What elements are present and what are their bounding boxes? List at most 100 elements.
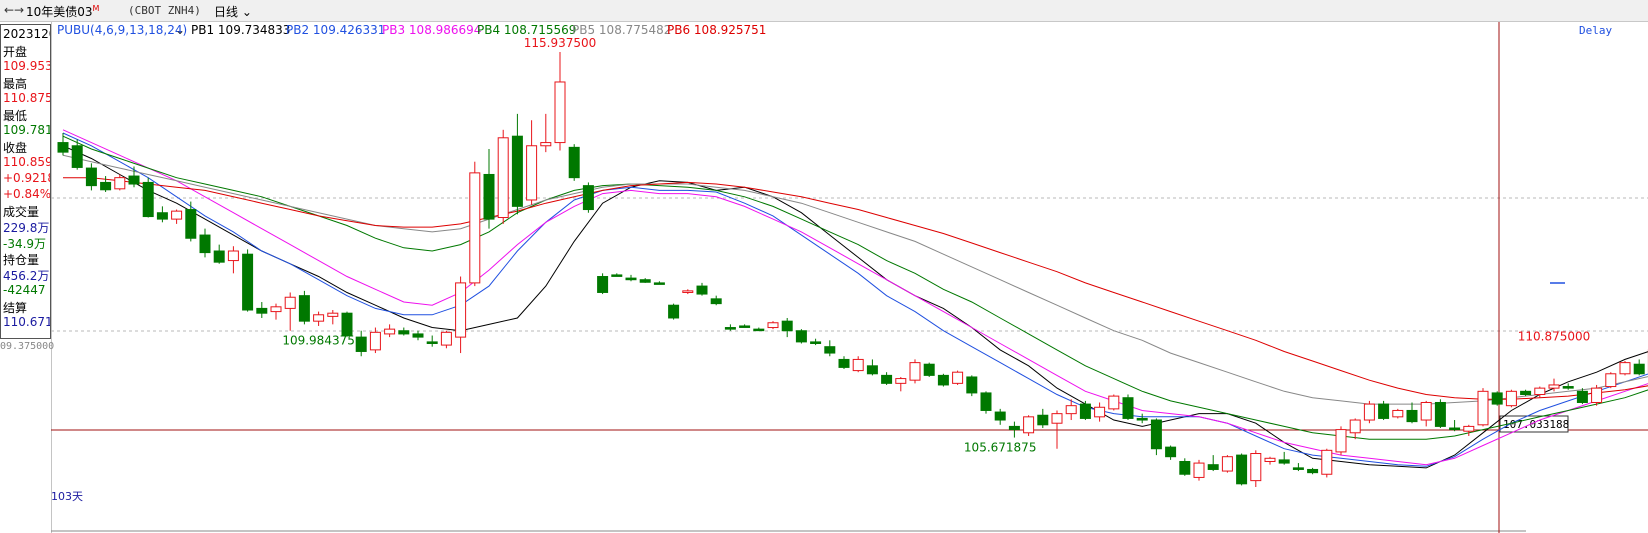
candle xyxy=(1150,418,1162,456)
legend-pb3: PB3 108.986694 xyxy=(382,23,481,37)
candle xyxy=(213,244,225,264)
candle xyxy=(994,408,1006,425)
open-label: 开盘 xyxy=(3,45,28,59)
candle-up xyxy=(952,371,964,384)
candle xyxy=(100,176,112,193)
candle xyxy=(242,249,254,312)
candles xyxy=(57,52,1648,487)
candle-up xyxy=(852,358,864,372)
period-selector[interactable]: 日线 ⌄ xyxy=(214,5,252,19)
candle-down xyxy=(1576,390,1588,403)
volume-value: 229.8万 xyxy=(3,221,50,235)
candle-down xyxy=(199,234,211,254)
candle xyxy=(1463,424,1475,436)
candle-down xyxy=(156,212,168,220)
indicator-name[interactable]: PUBU(4,6,9,13,18,24) xyxy=(57,23,187,37)
candle xyxy=(966,375,978,397)
candle xyxy=(540,113,552,153)
oi-change-value: -42447 xyxy=(3,283,46,297)
settle-label: 结算 xyxy=(3,301,28,315)
candle xyxy=(1321,448,1333,478)
candle xyxy=(753,327,765,332)
candle-down xyxy=(1150,419,1162,450)
candle-down xyxy=(881,374,893,384)
chart-annotations: 115.937500 109.984375 105.671875 110.875000 xyxy=(282,36,1590,455)
candle-down xyxy=(724,327,736,330)
candle xyxy=(1051,410,1063,449)
candle-up xyxy=(1094,406,1106,418)
candle-up xyxy=(1591,387,1603,403)
candle-down xyxy=(1292,467,1304,470)
high-value: 110.875 xyxy=(3,91,51,105)
candle xyxy=(838,356,850,370)
candlestick-chart[interactable]: 107.033188 115.937500 109.984375 105.67187… xyxy=(51,22,1648,533)
candle xyxy=(1349,418,1361,440)
legend-pb5: PB5 108.775482 xyxy=(572,23,671,37)
candle xyxy=(426,335,438,347)
candle-up xyxy=(909,362,921,381)
candle xyxy=(653,281,665,285)
candle xyxy=(568,144,580,181)
candle-up xyxy=(526,145,538,201)
candle-up xyxy=(1193,462,1205,478)
candle xyxy=(881,372,893,385)
candle xyxy=(313,311,325,326)
candle xyxy=(710,295,722,306)
candle xyxy=(1094,402,1106,422)
candle xyxy=(71,139,83,170)
candle-down xyxy=(866,365,878,375)
candle-down xyxy=(994,411,1006,421)
candle-down xyxy=(1491,392,1503,405)
candle-down xyxy=(1207,464,1219,470)
back-arrow-icon[interactable]: ←→ xyxy=(4,3,25,17)
candle-down xyxy=(1236,454,1248,485)
candle xyxy=(156,206,168,223)
candle xyxy=(483,148,495,229)
candle xyxy=(1605,372,1617,389)
date-value: 2023120 xyxy=(3,27,50,41)
pb-line-pb6 xyxy=(63,177,1648,400)
candle-down xyxy=(1079,403,1091,419)
candle xyxy=(980,391,992,414)
candle-down xyxy=(937,374,949,386)
candle-down xyxy=(1278,459,1290,464)
pb-line-pb4 xyxy=(62,135,1648,440)
candle xyxy=(824,340,836,357)
candle-up xyxy=(1605,373,1617,388)
crosshair-price-text: 107.033188 xyxy=(1503,418,1569,431)
candle-down xyxy=(398,330,410,335)
candle-down xyxy=(1037,414,1049,426)
candle-down xyxy=(128,175,140,185)
candle xyxy=(1292,463,1304,472)
candle xyxy=(469,161,481,287)
candle xyxy=(1520,389,1532,397)
chevron-down-icon[interactable]: ⌄ xyxy=(175,23,185,37)
candle-up xyxy=(1619,362,1631,375)
candle xyxy=(128,166,140,188)
candle xyxy=(142,177,154,218)
candle xyxy=(952,370,964,385)
candle xyxy=(341,311,353,338)
candle-up xyxy=(227,250,239,262)
candle-up xyxy=(1335,429,1347,453)
candle xyxy=(270,303,282,320)
candle xyxy=(199,228,211,258)
candle-down xyxy=(242,253,254,311)
candle xyxy=(327,310,339,325)
candle-up xyxy=(1463,425,1475,432)
candle-up xyxy=(1392,409,1404,418)
quote-info-box: 2023120 开盘 109.953 最高 110.875 最低 109.781… xyxy=(0,24,51,339)
candle-down xyxy=(1136,417,1148,421)
volume-label: 成交量 xyxy=(3,205,40,219)
volume-change-value: -34.9万 xyxy=(3,237,47,251)
candle-up xyxy=(1264,457,1276,462)
candle-down xyxy=(57,142,69,153)
candle xyxy=(1165,445,1177,460)
candle xyxy=(1534,386,1546,398)
candle-down xyxy=(1378,403,1390,419)
candle-up xyxy=(1534,387,1546,396)
candle-up xyxy=(114,177,126,190)
candle-down xyxy=(142,181,154,218)
candle-up xyxy=(469,172,481,284)
candle-up xyxy=(270,306,282,313)
